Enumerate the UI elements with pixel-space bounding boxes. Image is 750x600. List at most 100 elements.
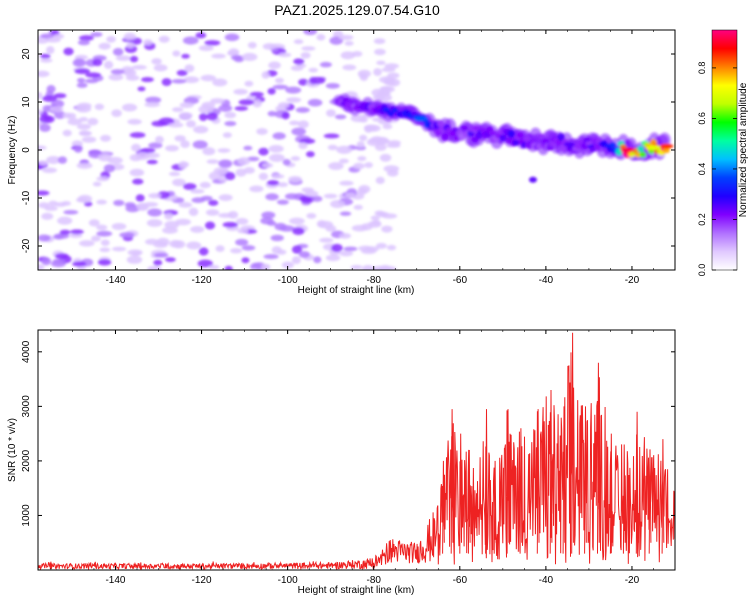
noise-blob	[270, 234, 284, 242]
noise-blob	[222, 132, 232, 138]
x-tick-label: -40	[539, 575, 554, 586]
y-tick-label: 3000	[21, 395, 32, 418]
noise-blob	[182, 36, 199, 45]
noise-blob	[183, 76, 200, 84]
noise-blob	[353, 204, 363, 210]
x-tick-label: -100	[278, 275, 298, 286]
ridge-core	[460, 125, 468, 131]
noise-blob	[204, 40, 221, 46]
noise-blob	[338, 158, 349, 164]
noise-blob	[38, 70, 50, 78]
noise-blob	[186, 241, 202, 250]
noise-blob	[164, 257, 176, 263]
noise-blob	[155, 135, 164, 144]
noise-blob	[40, 58, 53, 63]
noise-blob	[367, 220, 382, 228]
noise-blob	[38, 145, 47, 151]
snr-series-line	[38, 332, 675, 570]
noise-blob	[256, 128, 268, 135]
noise-blob	[115, 55, 132, 61]
noise-blob	[278, 52, 292, 58]
noise-blob	[100, 239, 110, 247]
x-tick-label: -120	[192, 575, 212, 586]
noise-blob	[162, 226, 178, 234]
colorbar-tick-label: 0.4	[697, 163, 707, 176]
spectrogram-noise-layer	[38, 30, 401, 270]
y-tick-label: 1000	[21, 504, 32, 527]
noise-blob	[208, 171, 221, 181]
noise-blob	[204, 221, 216, 230]
noise-blob	[249, 91, 264, 97]
noise-blob	[41, 257, 52, 266]
spectrogram-y-ticks: -20 -10 0 10 20	[21, 48, 675, 253]
noise-blob	[122, 103, 138, 112]
noise-blob	[224, 172, 236, 181]
ridge-halo	[658, 132, 671, 148]
noise-blob	[200, 74, 216, 82]
noise-blob	[168, 171, 181, 177]
noise-blob	[278, 102, 290, 109]
noise-blob	[39, 123, 51, 132]
colorbar-label: Normalized spectral amplitude	[738, 82, 749, 217]
noise-blob	[168, 122, 184, 128]
noise-blob	[66, 112, 77, 120]
noise-blob	[112, 47, 124, 56]
noise-blob	[323, 193, 338, 199]
noise-blob	[54, 253, 69, 260]
noise-blob	[298, 251, 310, 258]
noise-blob	[85, 72, 102, 78]
ridge-core	[516, 132, 524, 138]
noise-blob	[384, 63, 399, 69]
noise-blob	[129, 153, 142, 162]
noise-blob	[94, 103, 105, 111]
noise-blob	[344, 192, 356, 198]
noise-blob	[175, 218, 191, 226]
y-tick-label: -10	[21, 190, 32, 205]
noise-blob	[198, 105, 214, 114]
noise-blob	[98, 153, 112, 162]
spectrogram-y-axis-label: Frequency (Hz)	[7, 116, 18, 185]
noise-blob	[77, 39, 90, 46]
noise-blob	[74, 68, 91, 75]
y-tick-label: 4000	[21, 340, 32, 363]
noise-blob	[91, 235, 101, 242]
noise-blob	[73, 145, 83, 153]
noise-blob	[351, 224, 368, 232]
noise-blob	[247, 41, 257, 49]
noise-blob	[301, 46, 316, 51]
colorbar-tick-label: 0.0	[697, 264, 707, 277]
ridge-core	[507, 129, 515, 138]
snr-x-ticks: -140 -120 -100 -80 -60 -40 -20	[50, 330, 676, 586]
noise-blob	[358, 245, 373, 252]
noise-blob	[274, 222, 287, 231]
noise-blob	[300, 197, 314, 204]
noise-blob	[362, 265, 374, 270]
noise-blob	[293, 58, 305, 65]
noise-blob	[174, 135, 186, 142]
noise-blob	[210, 98, 225, 104]
noise-blob	[235, 168, 247, 177]
noise-blob	[53, 33, 65, 39]
x-tick-label: -100	[278, 575, 298, 586]
noise-blob	[148, 142, 163, 149]
noise-blob	[38, 264, 45, 270]
noise-blob	[111, 246, 127, 252]
ridge-peak	[414, 116, 429, 122]
noise-blob	[233, 88, 248, 95]
noise-blob	[353, 162, 365, 170]
ridge-core	[557, 133, 565, 141]
noise-blob	[212, 78, 228, 87]
ridge-core	[585, 141, 593, 146]
noise-blob	[129, 132, 146, 138]
snr-frame	[37, 329, 676, 571]
noise-blob	[241, 245, 256, 251]
noise-blob	[62, 129, 72, 137]
ridge-core	[473, 125, 481, 131]
noise-blob	[108, 73, 124, 81]
noise-blob	[261, 263, 271, 270]
noise-blob	[224, 265, 233, 270]
noise-blob	[129, 55, 139, 63]
noise-blob	[263, 254, 279, 260]
noise-blob	[63, 210, 79, 215]
